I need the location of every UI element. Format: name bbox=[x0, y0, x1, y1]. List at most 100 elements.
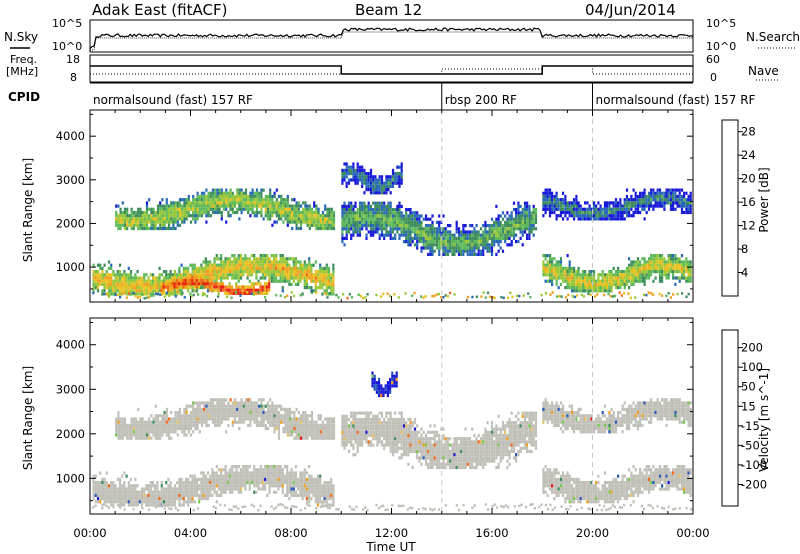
scatter-cell bbox=[365, 217, 368, 221]
scatter-cell bbox=[383, 233, 386, 237]
scatter-cell bbox=[114, 276, 117, 280]
scatter-cell bbox=[477, 243, 480, 247]
scatter-cell bbox=[645, 210, 648, 215]
scatter-cell bbox=[654, 191, 657, 195]
scatter-cell bbox=[170, 226, 173, 231]
scatter-cell bbox=[328, 207, 331, 211]
scatter-cell bbox=[299, 223, 303, 227]
scatter-cell bbox=[242, 198, 245, 202]
scatter-cell bbox=[228, 490, 232, 494]
scatter-cell bbox=[112, 484, 115, 488]
scatter-cell bbox=[92, 291, 95, 295]
scatter-cell bbox=[238, 191, 241, 195]
scatter-cell bbox=[402, 233, 406, 237]
scatter-cell bbox=[380, 227, 384, 231]
scatter-cell bbox=[672, 273, 675, 277]
scatter-cell bbox=[224, 273, 227, 277]
scatter-cell bbox=[466, 249, 469, 253]
scatter-cell bbox=[180, 497, 183, 501]
scatter-cell bbox=[623, 273, 626, 277]
scatter-cell bbox=[112, 279, 115, 283]
scatter-cell bbox=[431, 233, 434, 237]
scatter-cell bbox=[246, 266, 249, 270]
scatter-cell bbox=[176, 214, 179, 218]
scatter-cell bbox=[663, 263, 666, 267]
scatter-cell bbox=[612, 276, 615, 280]
scatter-cell bbox=[669, 296, 672, 299]
scatter-cell bbox=[165, 487, 168, 491]
scatter-cell bbox=[588, 270, 591, 274]
scatter-cell bbox=[134, 420, 138, 424]
scatter-cell bbox=[628, 273, 631, 277]
scatter-cell bbox=[312, 490, 315, 494]
scatter-cell bbox=[345, 211, 348, 215]
scatter-cell bbox=[571, 295, 574, 298]
scatter-cell bbox=[213, 487, 216, 491]
scatter-cell bbox=[413, 217, 417, 221]
scatter-cell bbox=[301, 477, 304, 481]
scatter-cell bbox=[302, 217, 305, 221]
scatter-cell bbox=[156, 487, 159, 491]
scatter-cell bbox=[215, 254, 218, 258]
scatter-cell bbox=[301, 270, 304, 274]
scatter-cell bbox=[608, 289, 611, 293]
scatter-cell bbox=[634, 198, 637, 202]
scatter-cell bbox=[433, 236, 436, 240]
scatter-cell bbox=[159, 427, 162, 431]
scatter-cell bbox=[566, 286, 569, 290]
scatter-cell bbox=[183, 417, 186, 421]
scatter-cell bbox=[244, 263, 247, 267]
scatter-cell bbox=[442, 230, 445, 234]
scatter-cell bbox=[277, 266, 280, 270]
scatter-cell bbox=[685, 198, 688, 202]
scatter-cell bbox=[195, 490, 199, 494]
scatter-cell bbox=[222, 484, 225, 488]
scatter-cell bbox=[175, 282, 178, 286]
scatter-cell bbox=[508, 217, 511, 221]
scatter-cell bbox=[234, 291, 238, 294]
scatter-cell bbox=[303, 270, 306, 274]
scatter-cell bbox=[192, 217, 195, 221]
scatter-cell bbox=[292, 273, 295, 277]
scatter-cell bbox=[195, 266, 199, 270]
scatter-cell bbox=[319, 279, 322, 283]
scatter-cell bbox=[282, 198, 285, 202]
scatter-cell bbox=[286, 198, 289, 202]
scatter-cell bbox=[297, 220, 300, 224]
scatter-cell bbox=[271, 204, 274, 208]
scatter-cell bbox=[449, 291, 452, 295]
scatter-cell bbox=[606, 273, 609, 277]
scatter-cell bbox=[192, 204, 195, 208]
scatter-cell bbox=[628, 270, 631, 274]
scatter-cell bbox=[224, 288, 227, 292]
scatter-cell bbox=[286, 465, 289, 469]
scatter-cell bbox=[361, 184, 364, 188]
scatter-cell bbox=[534, 220, 538, 224]
scatter-cell bbox=[103, 286, 106, 290]
scatter-cell bbox=[294, 263, 298, 267]
scatter-cell bbox=[411, 224, 414, 228]
scatter-cell bbox=[163, 414, 166, 418]
scatter-cell bbox=[301, 471, 304, 475]
scatter-cell bbox=[327, 487, 331, 491]
scatter-cell bbox=[204, 273, 207, 277]
scatter-cell bbox=[378, 175, 381, 179]
scatter-cell bbox=[154, 433, 157, 437]
scatter-cell bbox=[229, 204, 232, 208]
scatter-cell bbox=[195, 279, 198, 283]
scatter-cell bbox=[325, 493, 328, 497]
scatter-cell bbox=[216, 188, 219, 192]
scatter-cell bbox=[409, 211, 412, 215]
scatter-cell bbox=[488, 249, 491, 253]
scatter-cell bbox=[588, 273, 591, 277]
scatter-cell bbox=[396, 217, 399, 221]
scatter-cell bbox=[291, 204, 294, 208]
scatter-cell bbox=[341, 236, 344, 240]
scatter-cell bbox=[215, 276, 218, 280]
scatter-cell bbox=[632, 188, 635, 192]
scatter-cell bbox=[171, 292, 174, 296]
scatter-cell bbox=[248, 273, 251, 277]
scatter-cell bbox=[449, 246, 452, 250]
scatter-cell bbox=[564, 198, 567, 202]
scatter-cell bbox=[127, 276, 130, 280]
